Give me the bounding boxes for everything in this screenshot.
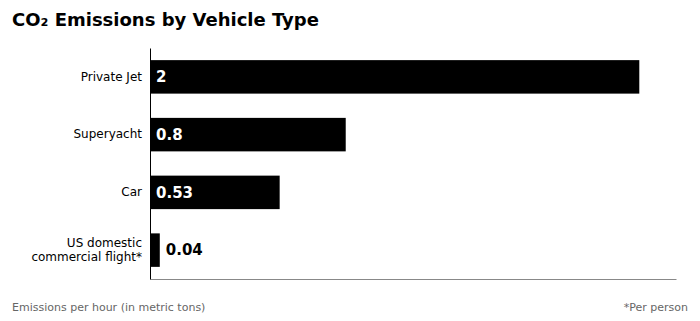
chart: CO₂ Emissions by Vehicle Type Private Jet… — [0, 0, 700, 321]
title: CO₂ Emissions by Vehicle Type — [12, 9, 319, 30]
y-tick-label-line: commercial flight* — [31, 250, 142, 264]
y-tick: Car — [121, 185, 150, 199]
bar — [150, 60, 639, 93]
bar — [150, 118, 346, 151]
data-label: 0.53 — [156, 184, 193, 202]
data-label: 0.8 — [156, 126, 183, 144]
bar — [150, 176, 280, 209]
y-tick-label: Private Jet — [81, 70, 143, 84]
data-label: 0.04 — [166, 241, 203, 259]
y-tick-label: US domesticcommercial flight* — [31, 236, 142, 264]
plot: Private Jet Superyacht Car US domesticcomme… — [31, 49, 676, 280]
bar — [150, 233, 160, 266]
annotation: *Per person — [624, 301, 688, 314]
y-tick-label-line: US domestic — [67, 236, 142, 250]
y-tick-label: Superyacht — [73, 127, 142, 141]
x-axis — [151, 279, 677, 280]
data-label: 2 — [156, 68, 166, 86]
data-labels: 2 0.8 0.53 0.04 — [156, 68, 203, 259]
y-tick: Private Jet — [81, 70, 150, 84]
bars — [150, 60, 639, 267]
y-tick-label: Car — [121, 185, 142, 199]
y-tick: Superyacht — [73, 127, 150, 141]
x-axis-line — [151, 279, 677, 280]
y-tick: US domesticcommercial flight* — [31, 236, 150, 264]
y-axis: Private Jet Superyacht Car US domesticcomme… — [31, 49, 150, 280]
x-label: Emissions per hour (in metric tons) — [12, 301, 205, 314]
